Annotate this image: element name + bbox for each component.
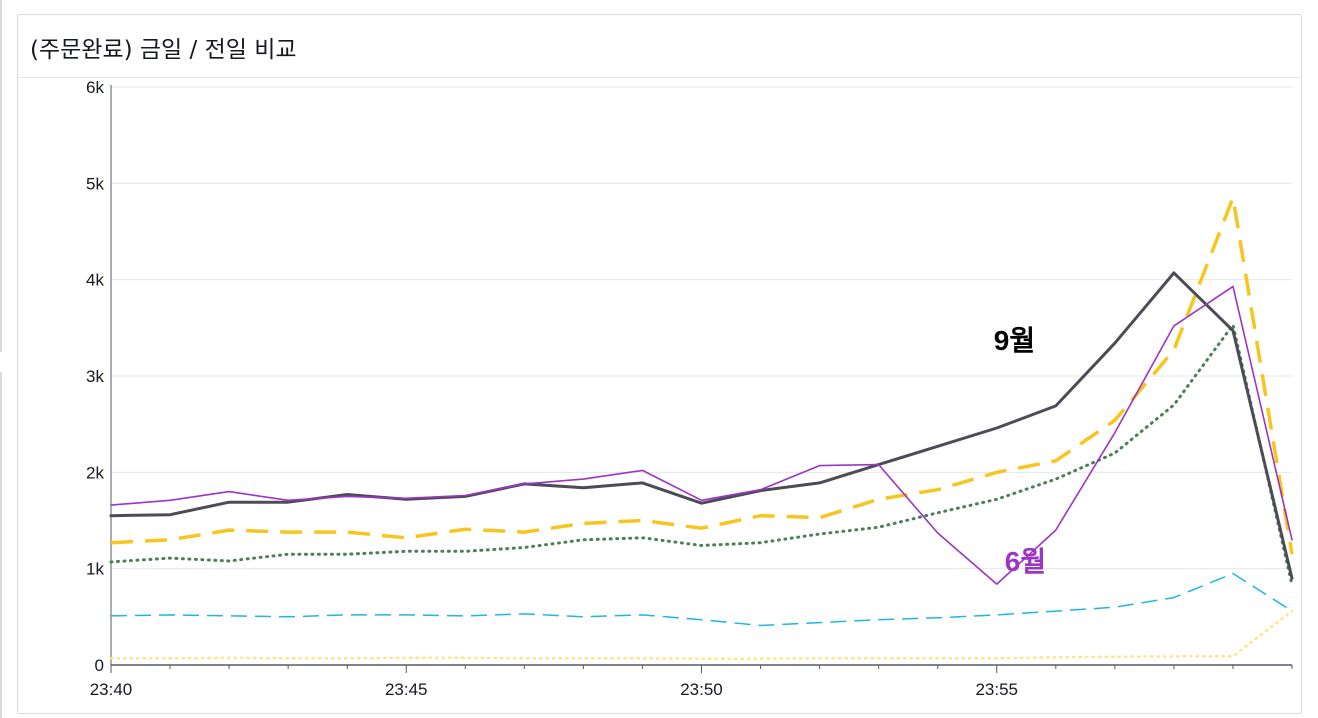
x-tick-label: 23:45	[385, 680, 428, 699]
y-tick-label: 2k	[86, 463, 104, 482]
x-tick-label: 23:40	[90, 680, 133, 699]
chart-annotations: 9월 6월	[994, 325, 1046, 577]
series-line-6	[110, 285, 1293, 585]
panel-header: (주문완료) 금일 / 전일 비교	[18, 15, 1301, 78]
y-tick-label: 0	[95, 656, 104, 675]
chart-panel: (주문완료) 금일 / 전일 비교	[17, 14, 1302, 714]
left-edge-marker-bottom	[0, 372, 2, 718]
series-annotation-label: 6월	[1005, 546, 1046, 577]
y-tick-label: 6k	[86, 78, 104, 97]
series-line-2	[110, 572, 1293, 627]
chart-series	[109, 196, 1294, 660]
y-tick-label: 1k	[86, 560, 104, 579]
chart-axes: 0 1k 2k 3k 4k 5k 6k 23:40 23:45 23:50 23:55	[86, 78, 1293, 699]
chart-grid	[111, 86, 1292, 570]
y-tick-label: 3k	[86, 367, 104, 386]
x-tick-label: 23:50	[680, 680, 723, 699]
y-tick-label: 5k	[86, 174, 104, 193]
panel-title: (주문완료) 금일 / 전일 비교	[30, 37, 297, 63]
x-tick-label: 23:55	[975, 680, 1018, 699]
y-tick-label: 4k	[86, 271, 104, 290]
left-edge-marker-top	[0, 0, 2, 352]
series-line-1	[109, 609, 1294, 660]
series-line-4	[110, 196, 1294, 555]
series-annotation-label: 9월	[994, 325, 1035, 356]
series-line-3	[109, 323, 1294, 587]
